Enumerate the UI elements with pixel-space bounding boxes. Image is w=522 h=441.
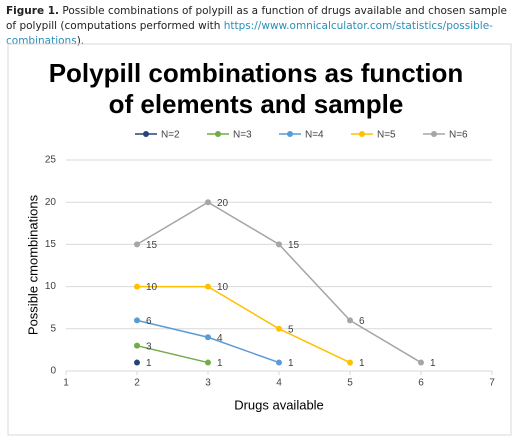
x-tick-label: 7	[489, 378, 495, 389]
y-tick-label: 5	[50, 323, 56, 334]
y-tick-label: 10	[45, 281, 57, 292]
caption-label: Figure 1.	[6, 5, 60, 17]
chart-frame	[7, 43, 512, 436]
legend-label: N=3	[233, 130, 252, 141]
point	[276, 359, 282, 366]
y-axis-label: Possible cmombinations	[25, 194, 40, 335]
y-tick-label: 0	[50, 366, 56, 377]
x-tick-label: 5	[347, 378, 353, 389]
series-line	[137, 285, 351, 364]
point	[205, 199, 211, 206]
chart-title: of elements and sample	[109, 89, 404, 119]
data-label: 1	[288, 358, 294, 369]
data-label: 5	[288, 324, 294, 335]
legend-marker	[143, 131, 149, 137]
series-line	[136, 319, 280, 364]
point	[418, 359, 424, 366]
x-tick-label: 1	[63, 378, 69, 389]
data-label: 3	[146, 341, 152, 352]
legend-label: N=4	[305, 130, 324, 141]
data-label: 4	[217, 333, 223, 344]
x-tick-label: 2	[134, 378, 140, 389]
data-label: 10	[217, 282, 229, 293]
legend-label: N=5	[377, 130, 396, 141]
point	[205, 359, 211, 366]
y-tick-label: 25	[45, 155, 57, 166]
legend-marker	[215, 131, 221, 137]
point	[134, 342, 140, 349]
x-tick-label: 3	[205, 378, 211, 389]
data-label: 6	[146, 316, 152, 327]
data-label: 1	[146, 358, 152, 369]
data-label: 15	[146, 240, 158, 251]
data-label: 1	[359, 358, 365, 369]
legend-label: N=2	[161, 130, 180, 141]
caption: Figure 1. Possible combinations of polyp…	[6, 4, 518, 49]
data-label: 10	[146, 282, 158, 293]
point	[134, 283, 140, 290]
y-tick-label: 15	[45, 239, 57, 250]
point	[134, 241, 140, 248]
caption-tail: ).	[76, 35, 85, 47]
data-label: 20	[217, 198, 229, 209]
point	[347, 359, 353, 366]
point	[205, 283, 211, 290]
caption-text: Possible combinations of polypill as a f…	[6, 5, 508, 32]
x-tick-label: 4	[276, 378, 282, 389]
legend-marker	[287, 131, 293, 137]
data-label: 15	[288, 240, 300, 251]
x-tick-label: 6	[418, 378, 424, 389]
legend-marker	[359, 131, 365, 137]
x-axis-label: Drugs available	[234, 397, 324, 412]
legend-label: N=6	[449, 130, 468, 141]
data-label: 1	[217, 358, 223, 369]
series-line	[136, 201, 422, 364]
point	[276, 325, 282, 332]
y-tick-label: 20	[45, 197, 57, 208]
data-label: 6	[359, 316, 365, 327]
point	[276, 241, 282, 248]
point	[205, 334, 211, 341]
point	[347, 317, 353, 324]
point	[134, 359, 140, 366]
point	[134, 317, 140, 324]
chart-title: Polypill combinations as function	[49, 58, 464, 88]
data-label: 1	[430, 358, 436, 369]
series-line	[136, 344, 209, 364]
legend-marker	[431, 131, 437, 137]
